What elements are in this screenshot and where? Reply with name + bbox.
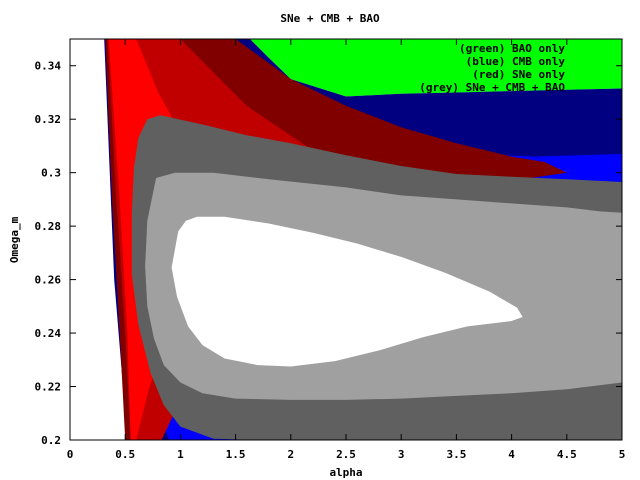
regions-layer bbox=[104, 39, 622, 440]
x-tick-label: 0.5 bbox=[115, 448, 135, 461]
y-tick-label: 0.24 bbox=[35, 327, 62, 340]
y-axis-label: Omega_m bbox=[8, 216, 21, 263]
x-tick-label: 3.5 bbox=[446, 448, 466, 461]
x-tick-label: 4.5 bbox=[557, 448, 577, 461]
x-tick-label: 2 bbox=[287, 448, 294, 461]
y-tick-label: 0.3 bbox=[41, 167, 61, 180]
x-tick-label: 1 bbox=[177, 448, 184, 461]
y-tick-label: 0.28 bbox=[35, 220, 62, 233]
x-tick-label: 2.5 bbox=[336, 448, 356, 461]
ticks-layer: 0 0.5 1 1.5 2 2.5 3 3.5 4 4.5 5 0.2 0.22 0.24 0.26 0.28… bbox=[35, 39, 626, 461]
y-tick-label: 0.34 bbox=[35, 60, 62, 73]
legend-entry-cmb: (blue) CMB only bbox=[466, 55, 566, 68]
x-tick-label: 5 bbox=[619, 448, 626, 461]
legend-entry-sne: (red) SNe only bbox=[472, 68, 565, 81]
y-tick-label: 0.32 bbox=[35, 113, 62, 126]
x-axis-label: alpha bbox=[329, 466, 362, 479]
x-tick-label: 1.5 bbox=[226, 448, 246, 461]
y-tick-label: 0.22 bbox=[35, 381, 62, 394]
y-tick-label: 0.26 bbox=[35, 274, 62, 287]
legend-entry-bao: (green) BAO only bbox=[459, 42, 565, 55]
chart-title: SNe + CMB + BAO bbox=[280, 12, 380, 25]
y-tick-label: 0.2 bbox=[41, 434, 61, 447]
x-tick-label: 3 bbox=[398, 448, 405, 461]
bao-green-region bbox=[235, 39, 622, 97]
legend: (green) BAO only (blue) CMB only (red) S… bbox=[419, 42, 565, 94]
legend-entry-combined: (grey) SNe + CMB + BAO bbox=[419, 81, 565, 94]
x-tick-label: 4 bbox=[508, 448, 515, 461]
combined-white-core-region bbox=[171, 216, 523, 367]
x-tick-label: 0 bbox=[67, 448, 74, 461]
